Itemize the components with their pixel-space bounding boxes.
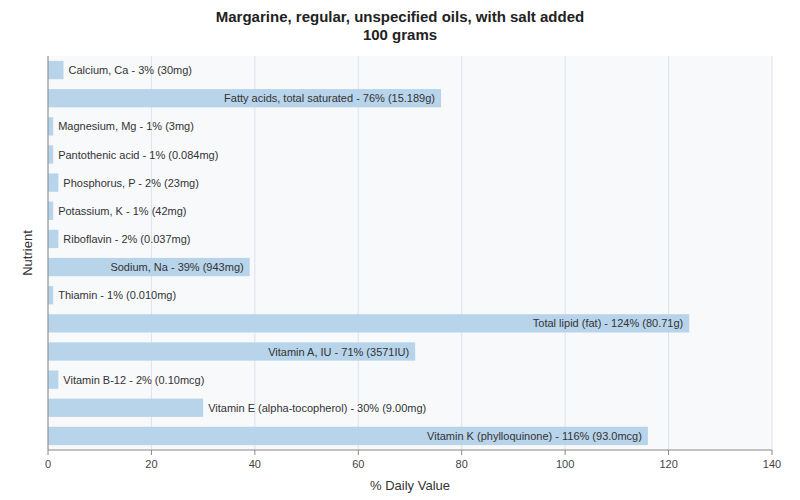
grid	[48, 56, 772, 450]
bar	[48, 202, 53, 220]
category-label: Magnesium, Mg - 1% (3mg)	[58, 120, 194, 132]
tick-mark	[358, 450, 359, 455]
grid-line	[772, 56, 773, 450]
tick-mark	[151, 450, 152, 455]
bar	[48, 230, 58, 248]
y-axis-line	[48, 56, 49, 450]
bar	[48, 61, 64, 79]
bars	[48, 61, 689, 445]
grid-line	[48, 56, 49, 450]
bar	[48, 258, 250, 276]
grid-line	[254, 56, 255, 450]
category-label: Total lipid (fat) - 124% (80.71g)	[533, 317, 683, 329]
tick-mark	[254, 450, 255, 455]
tick-mark	[772, 450, 773, 455]
category-label: Potassium, K - 1% (42mg)	[58, 205, 186, 217]
bar	[48, 117, 53, 135]
bar	[48, 399, 203, 417]
bar	[48, 145, 53, 163]
category-label: Pantothenic acid - 1% (0.084mg)	[58, 149, 218, 161]
bar	[48, 370, 58, 388]
grid-line	[461, 56, 462, 450]
tick-mark	[461, 450, 462, 455]
category-label: Calcium, Ca - 3% (30mg)	[69, 64, 192, 76]
category-label: Vitamin A, IU - 71% (3571IU)	[268, 346, 409, 358]
tick-mark	[48, 450, 49, 455]
category-label: Vitamin K (phylloquinone) - 116% (93.0mc…	[427, 430, 642, 442]
plot-area	[48, 56, 772, 450]
category-label: Vitamin B-12 - 2% (0.10mcg)	[63, 374, 204, 386]
grid-line	[151, 56, 152, 450]
bar	[48, 427, 648, 445]
chart: Margarine, regular, unspecified oils, wi…	[0, 0, 800, 500]
x-axis-label: % Daily Value	[370, 478, 450, 493]
bar-labels: Calcium, Ca - 3% (30mg) Fatty acids, tota…	[58, 64, 683, 442]
bar	[48, 286, 53, 304]
tick-label: 80	[456, 458, 468, 470]
x-axis-line	[48, 450, 772, 451]
tick-mark	[668, 450, 669, 455]
title: Margarine, regular, unspecified oils, wi…	[216, 8, 584, 43]
tick-label: 100	[556, 458, 574, 470]
category-label: Sodium, Na - 39% (943mg)	[110, 261, 243, 273]
grid-line	[565, 56, 566, 450]
bar	[48, 89, 441, 107]
tick-label: 60	[352, 458, 364, 470]
bar	[48, 314, 689, 332]
tick-mark	[565, 450, 566, 455]
grid-line	[358, 56, 359, 450]
bar	[48, 173, 58, 191]
category-label: Phosphorus, P - 2% (23mg)	[63, 177, 199, 189]
tick-label: 0	[45, 458, 51, 470]
y-axis-label: Nutrient	[20, 230, 35, 276]
category-label: Thiamin - 1% (0.010mg)	[58, 289, 176, 301]
tick-label: 120	[659, 458, 677, 470]
tick-label: 20	[145, 458, 157, 470]
category-label: Riboflavin - 2% (0.037mg)	[63, 233, 190, 245]
x-ticks: 0 20 40 60 80 100 120 140	[45, 450, 781, 470]
category-label: Fatty acids, total saturated - 76% (15.1…	[224, 92, 435, 104]
grid-line	[668, 56, 669, 450]
category-label: Vitamin E (alpha-tocopherol) - 30% (9.00…	[208, 402, 426, 414]
tick-label: 40	[249, 458, 261, 470]
bar	[48, 342, 415, 360]
tick-label: 140	[763, 458, 781, 470]
